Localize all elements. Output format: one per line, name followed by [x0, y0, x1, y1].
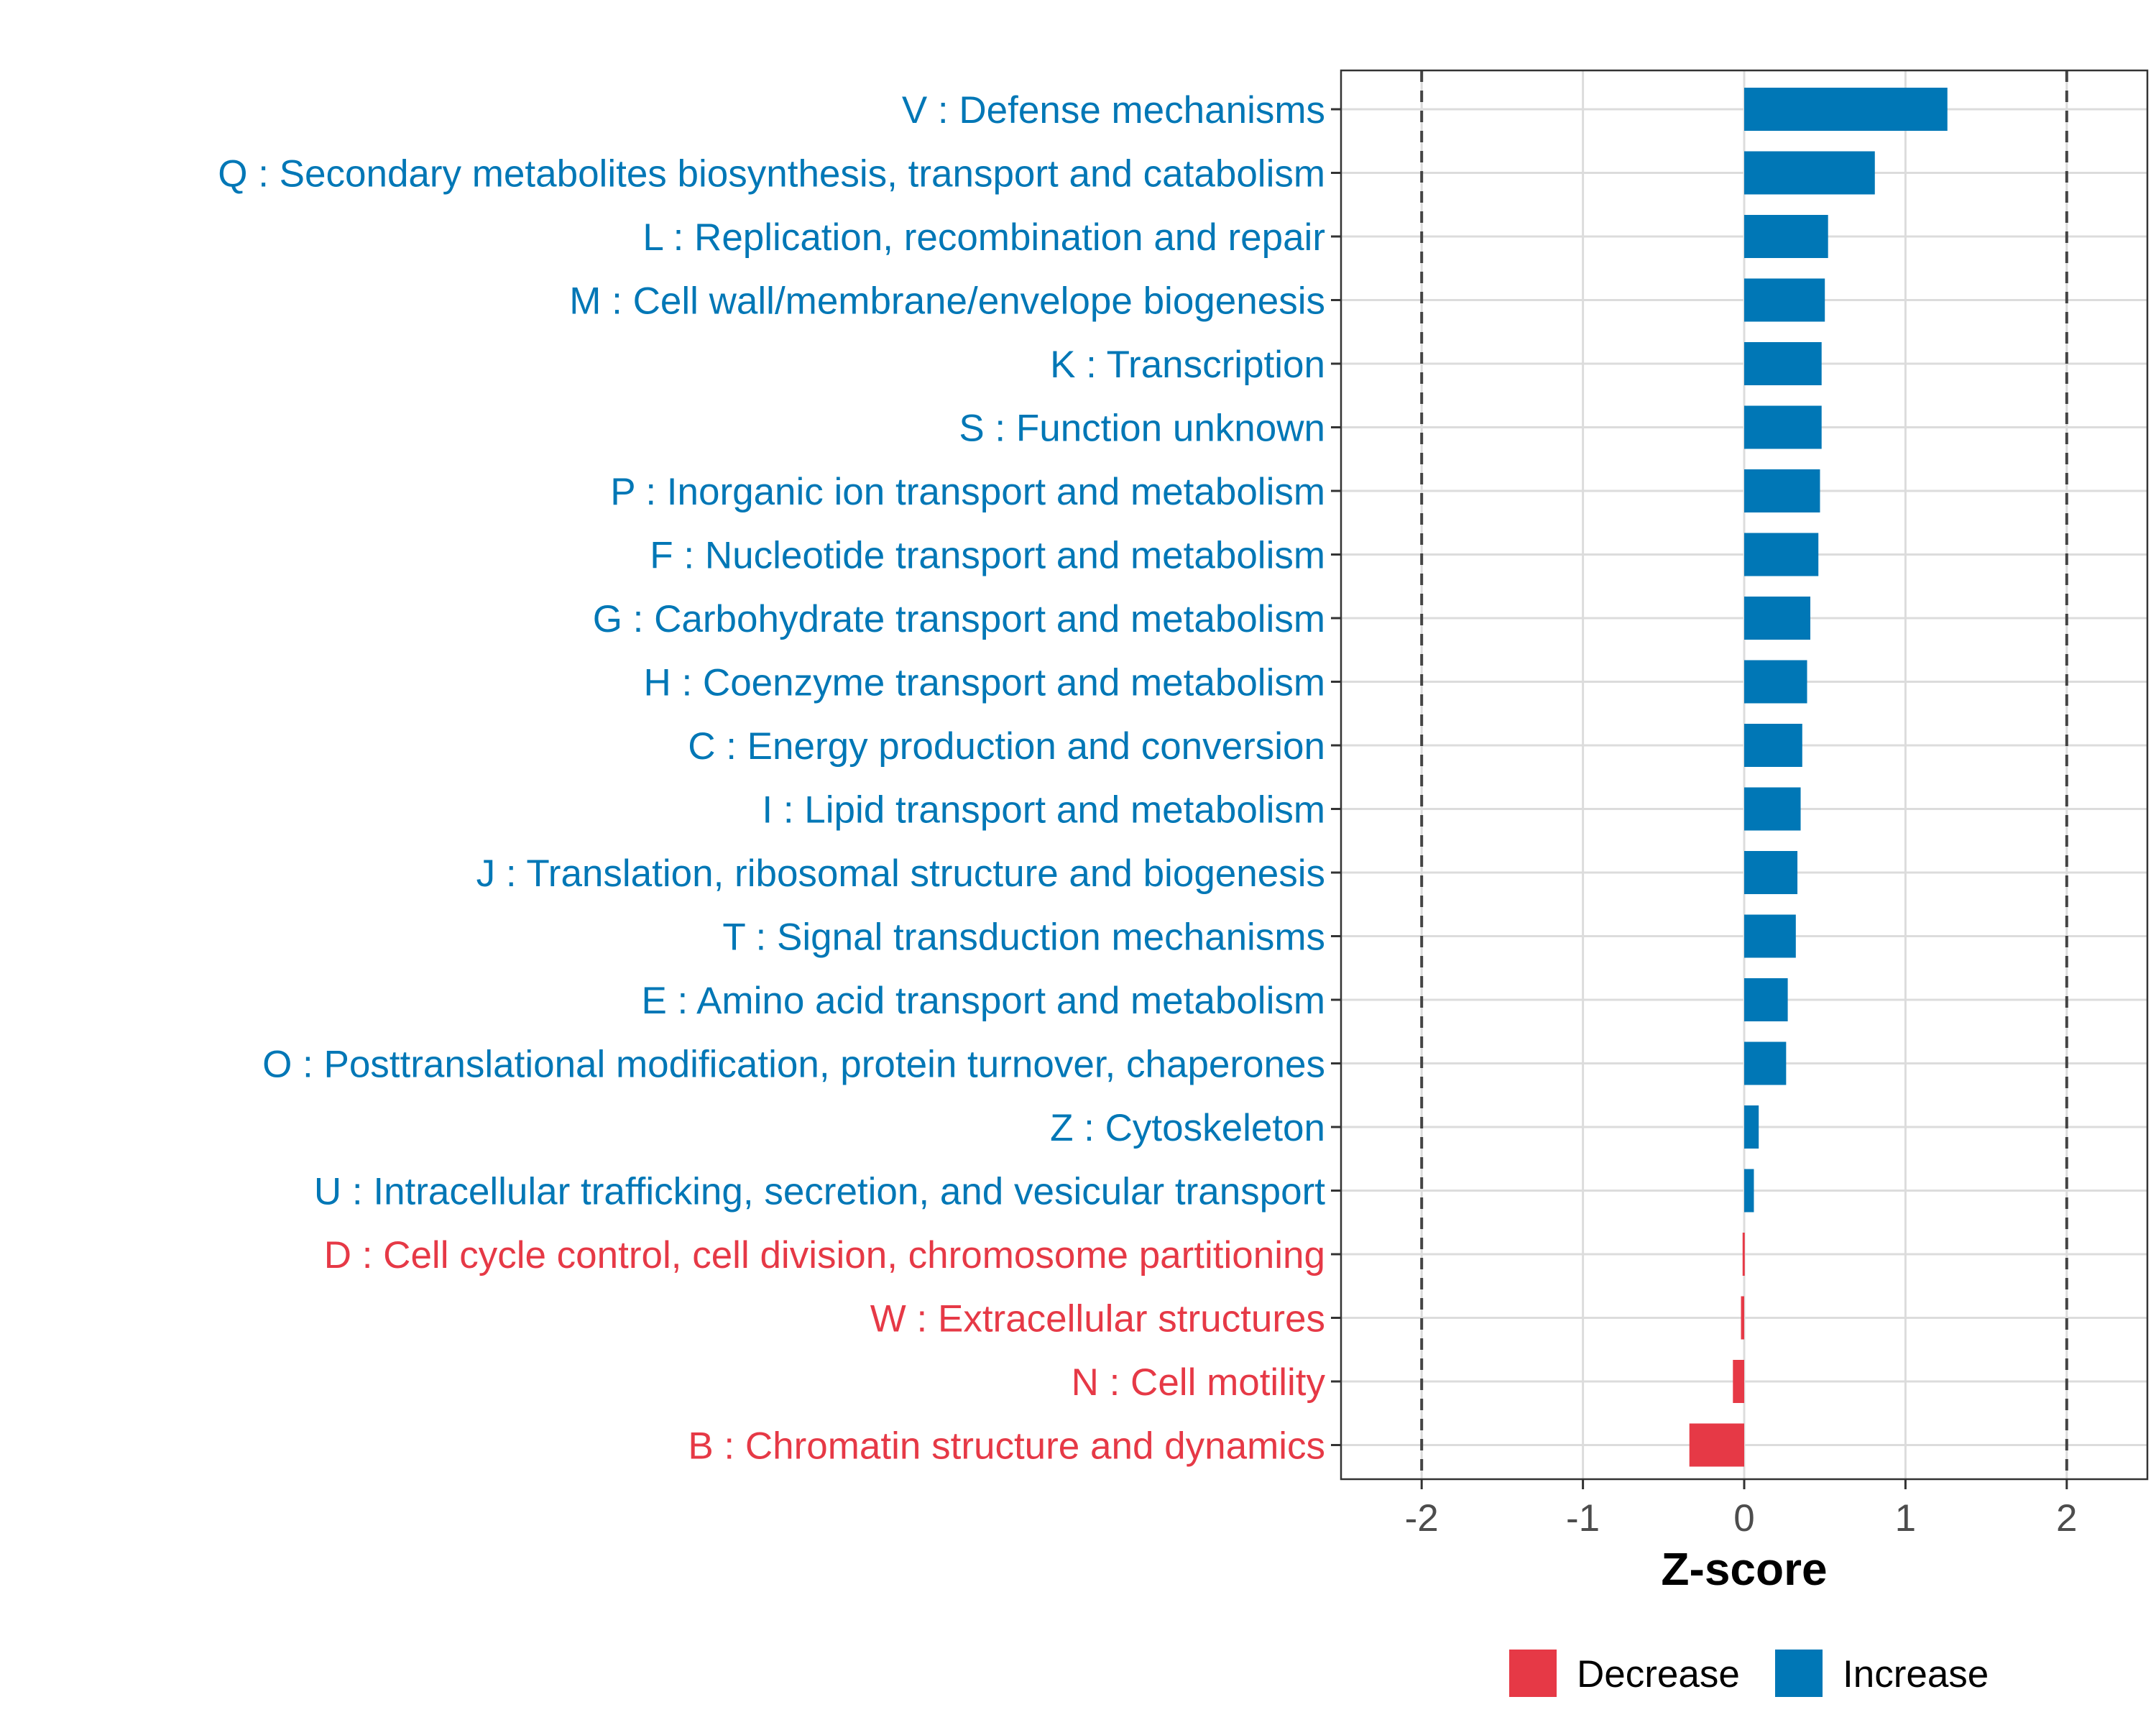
bar [1744, 787, 1801, 831]
bars [1689, 88, 1948, 1467]
legend-label: Decrease [1577, 1653, 1740, 1696]
bar [1744, 660, 1807, 704]
category-label: D : Cell cycle control, cell division, c… [324, 1234, 1325, 1276]
category-label: B : Chromatin structure and dynamics [688, 1425, 1325, 1468]
bar [1744, 597, 1811, 640]
reference-lines [1420, 70, 2068, 1479]
x-axis-ticks: -2 -1 0 1 2 [1405, 1479, 2078, 1540]
bar [1744, 851, 1798, 894]
bar [1744, 405, 1822, 449]
category-label: T : Signal transduction mechanisms [722, 916, 1325, 959]
bar [1744, 215, 1828, 258]
legend-key [1775, 1650, 1823, 1697]
category-label: O : Posttranslational modification, prot… [262, 1044, 1325, 1086]
x-tick-label: 0 [1733, 1497, 1754, 1540]
x-axis-title: Z-score [1661, 1543, 1827, 1595]
legend-key [1509, 1650, 1557, 1697]
category-label: Z : Cytoskeleton [1050, 1107, 1325, 1149]
bar [1744, 1041, 1787, 1085]
x-tick-label: -2 [1405, 1497, 1439, 1540]
bar [1744, 914, 1796, 958]
category-label: H : Coenzyme transport and metabolism [643, 662, 1325, 704]
category-label: C : Energy production and conversion [688, 725, 1325, 768]
x-tick-label: 1 [1895, 1497, 1916, 1540]
category-label: V : Defense mechanisms [902, 89, 1325, 132]
category-labels: V : Defense mechanisms Q : Secondary meta… [218, 89, 1341, 1468]
category-label: Q : Secondary metabolites biosynthesis, … [218, 153, 1325, 196]
category-label: S : Function unknown [959, 408, 1325, 450]
x-tick-label: -1 [1566, 1497, 1600, 1540]
bar [1744, 342, 1822, 385]
category-label: W : Extracellular structures [870, 1298, 1325, 1340]
bar [1733, 1360, 1744, 1403]
category-label: N : Cell motility [1072, 1361, 1326, 1404]
bar [1744, 278, 1825, 322]
category-label: F : Nucleotide transport and metabolism [650, 535, 1325, 577]
category-label: P : Inorganic ion transport and metaboli… [610, 471, 1325, 513]
bar [1689, 1423, 1744, 1467]
category-label: G : Carbohydrate transport and metabolis… [593, 598, 1325, 640]
bar [1744, 533, 1819, 576]
bar [1744, 724, 1802, 767]
category-label: U : Intracellular trafficking, secretion… [314, 1171, 1325, 1213]
bar [1741, 1296, 1744, 1340]
bar [1744, 469, 1820, 512]
category-label: K : Transcription [1050, 344, 1325, 386]
bar [1744, 151, 1875, 195]
bar [1744, 88, 1948, 131]
bar [1744, 978, 1788, 1021]
bar [1742, 1233, 1745, 1276]
legend: Decrease Increase [1509, 1650, 1989, 1697]
category-label: M : Cell wall/membrane/envelope biogenes… [569, 280, 1325, 323]
category-label: E : Amino acid transport and metabolism [641, 980, 1325, 1022]
legend-label: Increase [1843, 1653, 1989, 1696]
category-label: J : Translation, ribosomal structure and… [476, 852, 1325, 895]
bar [1744, 1105, 1759, 1149]
category-label: I : Lipid transport and metabolism [762, 789, 1325, 832]
category-label: L : Replication, recombination and repai… [642, 216, 1325, 259]
bar [1744, 1169, 1754, 1213]
x-tick-label: 2 [2056, 1497, 2077, 1540]
